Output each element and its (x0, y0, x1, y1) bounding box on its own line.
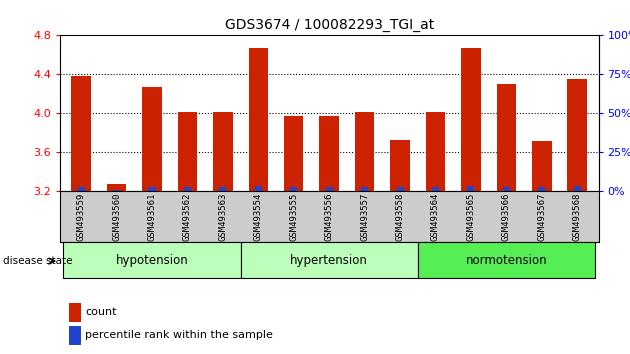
Text: hypotension: hypotension (116, 254, 188, 267)
Bar (219, 187, 226, 191)
Text: disease state: disease state (3, 256, 72, 266)
Bar (355, 112, 374, 191)
Bar (142, 87, 162, 191)
Bar (107, 184, 126, 191)
Bar (77, 187, 84, 191)
Text: GSM493566: GSM493566 (502, 193, 511, 241)
Text: GSM493558: GSM493558 (396, 193, 404, 241)
Bar (396, 187, 404, 191)
Bar (64, 242, 241, 278)
Text: GSM493559: GSM493559 (77, 193, 86, 241)
Bar (178, 112, 197, 191)
Bar (149, 187, 156, 191)
Bar (426, 112, 445, 191)
Text: count: count (85, 307, 117, 317)
Text: GSM493562: GSM493562 (183, 193, 192, 241)
Text: GSM493565: GSM493565 (466, 193, 476, 241)
Bar (290, 187, 297, 191)
Text: GSM493563: GSM493563 (219, 193, 227, 241)
Bar (319, 116, 339, 191)
Bar (574, 186, 581, 191)
Text: normotension: normotension (466, 254, 547, 267)
Text: hypertension: hypertension (290, 254, 368, 267)
Bar (213, 112, 232, 191)
Bar (284, 116, 304, 191)
Text: GSM493561: GSM493561 (147, 193, 156, 241)
Text: GSM493556: GSM493556 (324, 193, 334, 241)
Bar (71, 76, 91, 191)
Bar (532, 141, 551, 191)
Bar (113, 190, 120, 191)
Title: GDS3674 / 100082293_TGI_at: GDS3674 / 100082293_TGI_at (224, 18, 434, 32)
Text: GSM493557: GSM493557 (360, 193, 369, 241)
Text: percentile rank within the sample: percentile rank within the sample (85, 330, 273, 340)
Bar (255, 186, 262, 191)
Bar (241, 242, 418, 278)
Bar (432, 187, 439, 191)
Bar (461, 48, 481, 191)
Text: GSM493554: GSM493554 (254, 193, 263, 241)
Bar (503, 187, 510, 191)
Bar (249, 48, 268, 191)
Bar (326, 187, 333, 191)
Bar (184, 187, 191, 191)
Bar (361, 187, 368, 191)
Bar (467, 186, 474, 191)
Text: GSM493567: GSM493567 (537, 193, 546, 241)
Bar (418, 242, 595, 278)
Bar (391, 139, 410, 191)
Text: GSM493555: GSM493555 (289, 193, 298, 241)
Text: GSM493560: GSM493560 (112, 193, 121, 241)
Bar (496, 84, 516, 191)
Bar (568, 79, 587, 191)
Text: GSM493564: GSM493564 (431, 193, 440, 241)
Bar (538, 187, 546, 191)
Text: GSM493568: GSM493568 (573, 193, 581, 241)
